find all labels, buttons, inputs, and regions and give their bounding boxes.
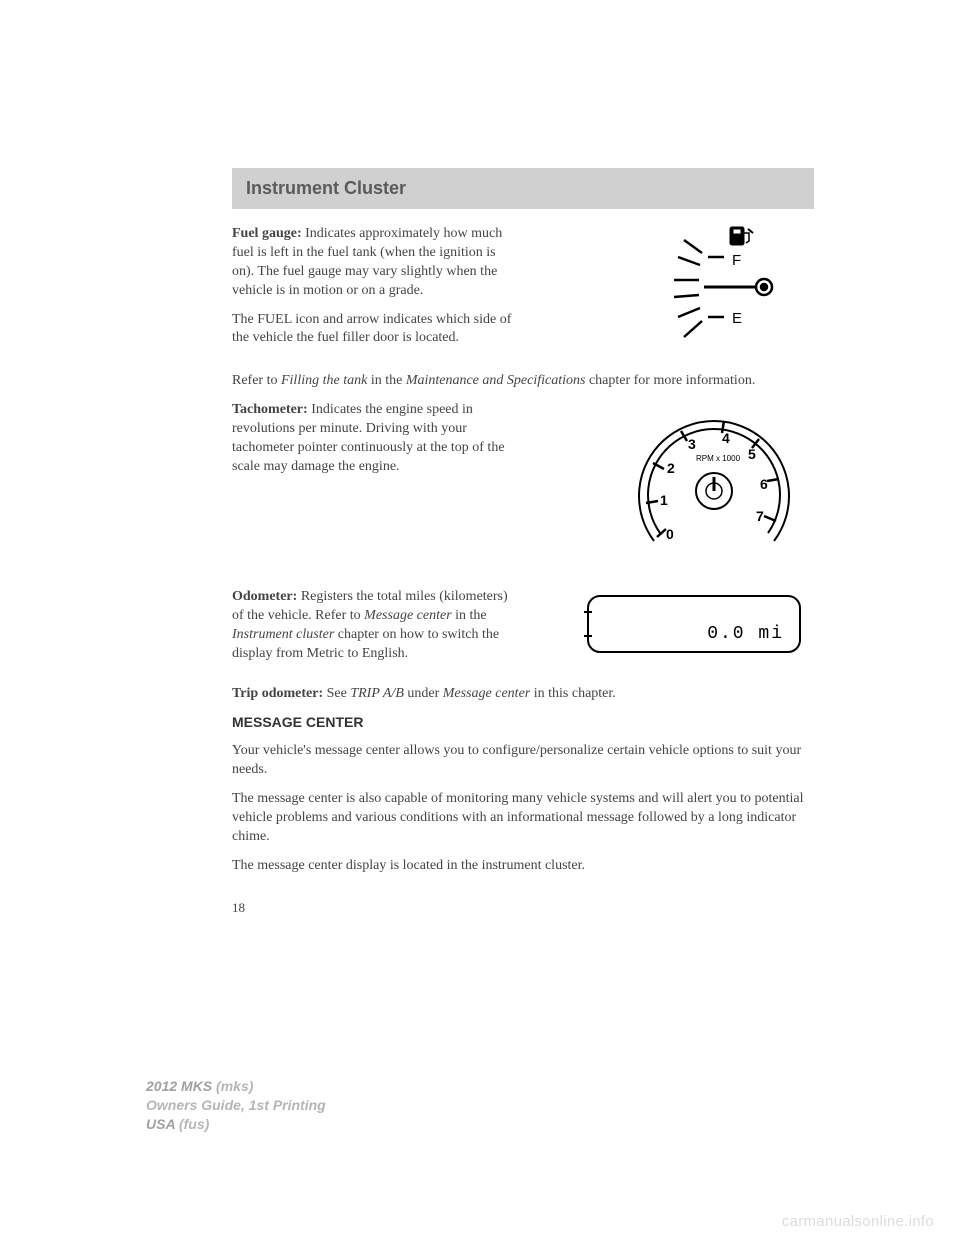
message-center-heading: MESSAGE CENTER — [232, 714, 814, 730]
watermark: carmanualsonline.info — [782, 1213, 934, 1230]
tachometer-block: Tachometer: Indicates the engine speed i… — [232, 401, 814, 576]
odo-i1: Message center — [364, 608, 451, 623]
svg-text:5: 5 — [748, 446, 756, 462]
footer-region-code: (fus) — [179, 1116, 209, 1132]
trip-i1: TRIP A/B — [350, 686, 404, 701]
trip-odometer-para: Trip odometer: See TRIP A/B under Messag… — [232, 685, 814, 704]
svg-text:1: 1 — [660, 492, 668, 508]
page-number: 18 — [232, 900, 814, 916]
footer-code: (mks) — [216, 1078, 253, 1094]
fuel-gauge-para-3: Refer to Filling the tank in the Mainten… — [232, 372, 814, 391]
footer-region: USA — [146, 1116, 179, 1132]
svg-text:RPM x 1000: RPM x 1000 — [696, 454, 741, 463]
footer-line-1: 2012 MKS (mks) — [146, 1077, 326, 1096]
section-title: Instrument Cluster — [246, 178, 800, 199]
svg-text:F: F — [732, 252, 741, 269]
tachometer-para: Tachometer: Indicates the engine speed i… — [232, 401, 512, 477]
svg-text:7: 7 — [756, 508, 764, 524]
fuel-gauge-para-2: The FUEL icon and arrow indicates which … — [232, 311, 512, 349]
trip-lead: Trip odometer: — [232, 686, 323, 701]
odometer-block: Odometer: Registers the total miles (kil… — [232, 588, 814, 674]
odometer-display-icon: 0.0 mi — [584, 592, 804, 668]
tachometer-text: Tachometer: Indicates the engine speed i… — [232, 401, 512, 487]
section-header: Instrument Cluster — [232, 168, 814, 209]
ref-1i: Filling the tank — [281, 373, 367, 388]
fuel-gauge-text: Fuel gauge: Indicates approximately how … — [232, 225, 512, 358]
footer-line-2: Owners Guide, 1st Printing — [146, 1096, 326, 1115]
svg-text:2: 2 — [667, 460, 675, 476]
fuel-gauge-icon: F E — [664, 225, 784, 355]
trip-b1: See — [323, 686, 350, 701]
odometer-lead: Odometer: — [232, 589, 297, 604]
fuel-gauge-lead: Fuel gauge: — [232, 226, 302, 241]
odometer-text: Odometer: Registers the total miles (kil… — [232, 588, 512, 674]
footer: 2012 MKS (mks) Owners Guide, 1st Printin… — [146, 1077, 326, 1134]
ref-1a: Refer to — [232, 373, 281, 388]
message-center-p1: Your vehicle's message center allows you… — [232, 742, 814, 780]
odo-i2: Instrument cluster — [232, 627, 334, 642]
svg-text:E: E — [732, 310, 742, 327]
tachometer-icon: 0 1 2 3 4 5 6 7 RPM x 1000 — [624, 401, 804, 571]
odometer-illustration: 0.0 mi — [584, 588, 814, 673]
message-center-p3: The message center display is located in… — [232, 857, 814, 876]
odometer-para: Odometer: Registers the total miles (kil… — [232, 588, 512, 664]
svg-text:0.0 mi: 0.0 mi — [707, 624, 784, 644]
ref-1c: chapter for more information. — [585, 373, 755, 388]
message-center-p2: The message center is also capable of mo… — [232, 790, 814, 847]
ref-1b: in the — [367, 373, 406, 388]
fuel-gauge-para-1: Fuel gauge: Indicates approximately how … — [232, 225, 512, 301]
fuel-gauge-illustration: F E — [624, 225, 814, 360]
tachometer-lead: Tachometer: — [232, 402, 308, 417]
ref-1i2: Maintenance and Specifications — [406, 373, 586, 388]
trip-b2: under — [404, 686, 443, 701]
tachometer-illustration: 0 1 2 3 4 5 6 7 RPM x 1000 — [624, 401, 814, 576]
svg-text:0: 0 — [666, 526, 674, 542]
svg-text:6: 6 — [760, 476, 768, 492]
trip-i2: Message center — [443, 686, 530, 701]
svg-text:3: 3 — [688, 436, 696, 452]
footer-line-3: USA (fus) — [146, 1115, 326, 1134]
odo-b2: in the — [452, 608, 487, 623]
trip-b3: in this chapter. — [530, 686, 616, 701]
fuel-gauge-block: Fuel gauge: Indicates approximately how … — [232, 225, 814, 360]
footer-model: 2012 MKS — [146, 1078, 216, 1094]
svg-text:4: 4 — [722, 430, 730, 446]
